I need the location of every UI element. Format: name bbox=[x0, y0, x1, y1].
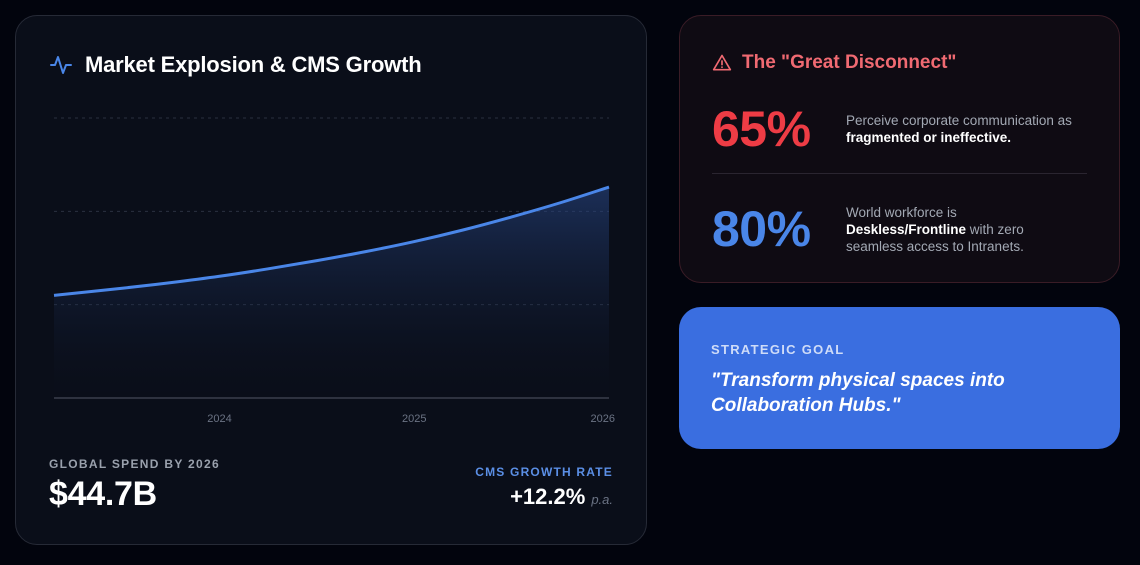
strategic-goal-label: STRATEGIC GOAL bbox=[711, 342, 845, 357]
market-title: Market Explosion & CMS Growth bbox=[85, 52, 422, 77]
global-spend-stat: GLOBAL SPEND BY 2026 $44.7B bbox=[49, 457, 220, 514]
chart-area-fill bbox=[54, 187, 609, 398]
metric-value: 65% bbox=[712, 101, 811, 157]
chart-x-tick-label: 2026 bbox=[591, 413, 615, 425]
global-spend-value: $44.7B bbox=[49, 475, 157, 513]
global-spend-label: GLOBAL SPEND BY 2026 bbox=[49, 457, 220, 471]
metric-text-post: with zero seamless access to Intranets. bbox=[846, 221, 1024, 254]
great-disconnect-card: The "Great Disconnect" 65% Perceive corp… bbox=[679, 15, 1120, 283]
metric-description: Perceive corporate communication as frag… bbox=[846, 112, 1086, 146]
cms-growth-value: +12.2% bbox=[510, 484, 586, 509]
metric-value: 80% bbox=[712, 201, 811, 257]
chart-x-ticks: 2024 2025 2026 bbox=[207, 413, 615, 425]
metric-divider bbox=[712, 173, 1087, 174]
metric-text-pre: World workforce is bbox=[846, 204, 957, 220]
metric-text-pre: Perceive corporate communication as bbox=[846, 113, 1072, 128]
strategic-goal-card: STRATEGIC GOAL "Transform physical space… bbox=[679, 307, 1120, 449]
cms-growth-unit: p.a. bbox=[591, 492, 613, 507]
disconnect-header: The "Great Disconnect" bbox=[712, 52, 956, 74]
chart-x-tick-label: 2025 bbox=[402, 413, 426, 425]
metric-description: World workforce is Deskless/Frontline wi… bbox=[846, 204, 1051, 255]
market-header: Market Explosion & CMS Growth bbox=[49, 52, 422, 78]
metric-text-bold: fragmented or ineffective. bbox=[846, 130, 1012, 145]
growth-area-chart: 2024 2025 2026 bbox=[53, 117, 615, 425]
metric-fragmented: 65% Perceive corporate communication as … bbox=[712, 100, 1086, 158]
market-card: 2024 2025 2026 Market Explosion & CMS Grow… bbox=[15, 15, 647, 545]
activity-pulse-icon bbox=[50, 56, 72, 74]
metric-deskless: 80% World workforce is Deskless/Frontlin… bbox=[712, 200, 1051, 258]
cms-growth-label: CMS GROWTH RATE bbox=[475, 465, 613, 479]
warning-triangle-icon bbox=[712, 54, 732, 71]
chart-series-line bbox=[53, 185, 610, 297]
chart-x-tick-label: 2024 bbox=[207, 413, 231, 425]
disconnect-title: The "Great Disconnect" bbox=[742, 52, 957, 73]
cms-growth-stat: CMS GROWTH RATE +12.2% p.a. bbox=[475, 465, 613, 510]
strategic-goal-quote: "Transform physical spaces into Collabor… bbox=[711, 370, 1005, 416]
metric-text-bold: Deskless/Frontline bbox=[846, 221, 967, 237]
